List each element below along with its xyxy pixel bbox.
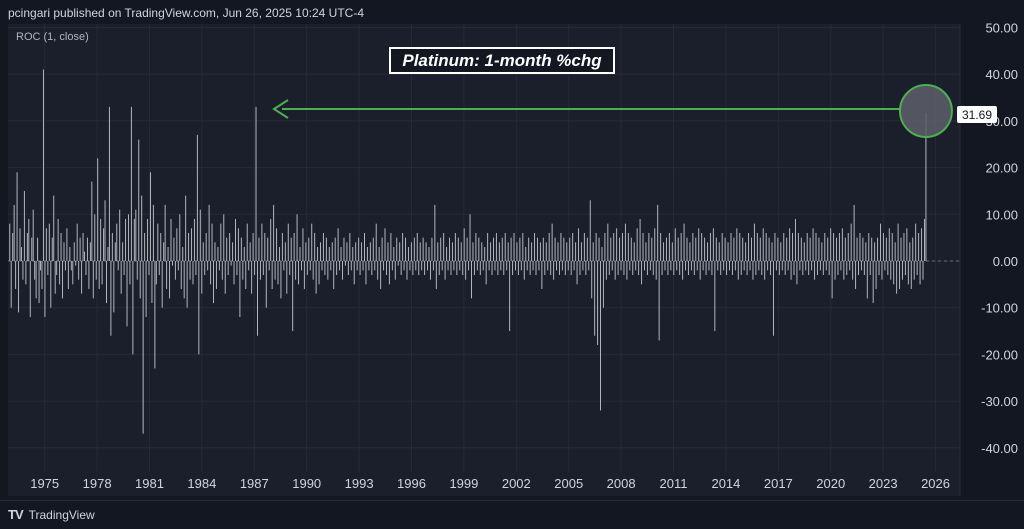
arrow-head	[272, 99, 289, 119]
x-tick-label: 2011	[660, 476, 688, 491]
x-tick-label: 2017	[764, 476, 793, 491]
x-tick-label: 2020	[816, 476, 845, 491]
y-tick-label: 20.00	[985, 161, 1018, 176]
footer: TV TradingView	[0, 500, 1024, 529]
y-tick-label: -10.00	[981, 301, 1018, 316]
y-tick-label: -20.00	[981, 347, 1018, 362]
header-bar: pcingari published on TradingView.com, J…	[0, 0, 1024, 24]
x-tick-label: 2008	[607, 476, 636, 491]
tradingview-logo-icon: TV	[8, 507, 24, 522]
x-tick-label: 1975	[30, 476, 59, 491]
x-tick-label: 1978	[83, 476, 112, 491]
x-tick-label: 2002	[502, 476, 531, 491]
publish-info: pcingari published on TradingView.com, J…	[8, 6, 364, 20]
y-tick-label: -30.00	[981, 394, 1018, 409]
y-tick-label: 40.00	[985, 67, 1018, 82]
x-tick-label: 2014	[711, 476, 740, 491]
y-tick-label: 10.00	[985, 207, 1018, 222]
tradingview-logo[interactable]: TV TradingView	[8, 507, 95, 522]
last-value-tag: 31.69	[957, 106, 997, 123]
x-tick-label: 2005	[554, 476, 583, 491]
x-tick-label: 1996	[397, 476, 426, 491]
y-tick-label: -40.00	[981, 441, 1018, 456]
y-tick-label: 0.00	[993, 254, 1018, 269]
x-tick-label: 2023	[869, 476, 898, 491]
x-tick-label: 1999	[449, 476, 478, 491]
annotation-title-box: Platinum: 1-month %chg	[389, 47, 615, 74]
highlight-circle	[898, 84, 953, 139]
x-tick-label: 1987	[240, 476, 269, 491]
tradingview-brand-label: TradingView	[28, 507, 95, 522]
annotation-title: Platinum: 1-month %chg	[402, 50, 602, 70]
x-tick-label: 2026	[921, 476, 950, 491]
indicator-label[interactable]: ROC (1, close)	[16, 31, 89, 43]
x-tick-label: 1990	[292, 476, 321, 491]
y-tick-label: 50.00	[985, 21, 1018, 36]
x-tick-label: 1984	[187, 476, 216, 491]
x-tick-label: 1981	[135, 476, 164, 491]
x-tick-label: 1993	[345, 476, 374, 491]
